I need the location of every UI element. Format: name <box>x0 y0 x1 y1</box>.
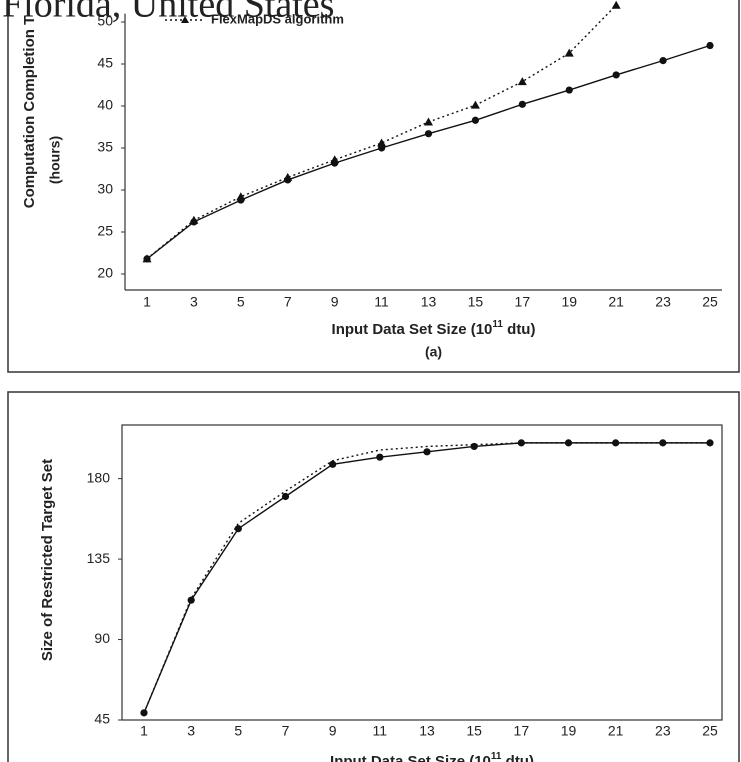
y-tick-label: 135 <box>87 550 111 566</box>
x-tick-label: 25 <box>702 294 718 310</box>
y-axis-unit: (hours) <box>47 136 63 184</box>
data-point <box>281 492 290 501</box>
x-tick-label: 5 <box>234 723 242 739</box>
x-tick-label: 23 <box>655 294 671 310</box>
data-point <box>659 439 667 447</box>
data-point <box>376 453 384 461</box>
plot-area <box>142 0 714 263</box>
data-point <box>189 215 199 224</box>
caption: Florida, United States <box>2 0 334 26</box>
x-tick-label: 5 <box>237 294 245 310</box>
x-axis-label-suffix: dtu) <box>501 753 533 762</box>
data-point <box>423 448 431 456</box>
x-tick-label: 21 <box>608 294 624 310</box>
x-tick-label: 15 <box>468 294 484 310</box>
data-point <box>564 48 574 57</box>
x-tick-label: 3 <box>190 294 198 310</box>
y-tick-label: 25 <box>97 223 113 239</box>
x-tick-label: 1 <box>140 723 148 739</box>
data-point <box>234 525 242 533</box>
y-tick-label: 90 <box>94 630 110 646</box>
y-tick-label: 35 <box>97 139 113 155</box>
series-line <box>146 4 617 260</box>
data-point <box>236 192 246 201</box>
data-point <box>706 41 714 50</box>
data-point <box>659 57 667 65</box>
x-tick-label: 11 <box>374 294 389 310</box>
x-tick-label: 13 <box>421 294 437 310</box>
panel-frame <box>7 0 740 373</box>
x-tick-label: 1 <box>143 294 151 310</box>
data-point <box>283 172 293 181</box>
y-tick-label: 180 <box>87 469 111 485</box>
x-tick-label: 17 <box>515 294 531 310</box>
data-point <box>470 100 480 109</box>
subcaption: (a) <box>425 344 442 360</box>
y-tick-label: 45 <box>94 711 110 727</box>
x-tick-label: 13 <box>419 723 435 739</box>
x-tick-label: 17 <box>514 723 530 739</box>
x-tick-label: 21 <box>608 723 624 739</box>
x-tick-label: 7 <box>282 723 290 739</box>
legend-marker <box>181 16 189 23</box>
y-tick-label: 50 <box>97 13 113 29</box>
data-point <box>564 439 573 447</box>
x-tick-label: 25 <box>702 723 718 739</box>
x-axis-label: Input Data Set Size (1011 dtu) <box>330 751 534 762</box>
data-point <box>612 71 620 79</box>
x-axis-label-suffix: dtu) <box>503 321 535 338</box>
series-line <box>143 442 710 714</box>
y-axis-label: Size of Restricted Target Set <box>39 459 56 661</box>
x-tick-label: 15 <box>466 723 482 739</box>
data-point <box>424 130 433 138</box>
y-axis-label: Computation Completion T <box>21 16 38 208</box>
series-line <box>143 442 710 714</box>
x-tick-label: 11 <box>373 723 388 739</box>
x-tick-label: 19 <box>561 294 577 310</box>
y-tick-label: 40 <box>97 97 113 113</box>
data-point <box>187 596 195 604</box>
x-tick-label: 9 <box>331 294 339 310</box>
data-point <box>518 100 526 108</box>
data-point <box>329 460 337 468</box>
x-axis-label-text: Input Data Set Size (10 <box>332 321 493 338</box>
data-point <box>471 116 480 124</box>
data-point <box>424 117 433 126</box>
x-axis-label-text: Input Data Set Size (10 <box>330 753 491 762</box>
legend-label: FlexMapDS algorithm <box>211 11 344 26</box>
x-tick-label: 9 <box>329 723 337 739</box>
y-tick-label: 20 <box>97 265 113 281</box>
data-point <box>377 138 387 147</box>
y-tick-label: 45 <box>97 55 113 71</box>
x-axis-label: Input Data Set Size (1011 dtu) <box>332 319 536 338</box>
plot-frame <box>121 424 723 721</box>
data-point <box>517 77 527 86</box>
x-axis-label-exponent: 11 <box>491 751 502 762</box>
x-axis-label-exponent: 11 <box>492 319 503 330</box>
data-point <box>142 254 152 263</box>
x-tick-label: 7 <box>284 294 292 310</box>
data-point <box>706 439 714 447</box>
data-point <box>330 155 340 164</box>
panel-frame <box>7 391 740 762</box>
x-tick-label: 3 <box>187 723 195 739</box>
plot-area <box>140 439 714 717</box>
data-point <box>611 0 621 9</box>
data-point <box>565 86 573 94</box>
x-tick-label: 19 <box>561 723 577 739</box>
y-tick-label: 30 <box>97 181 113 197</box>
x-tick-label: 23 <box>655 723 671 739</box>
series-line <box>146 44 711 260</box>
